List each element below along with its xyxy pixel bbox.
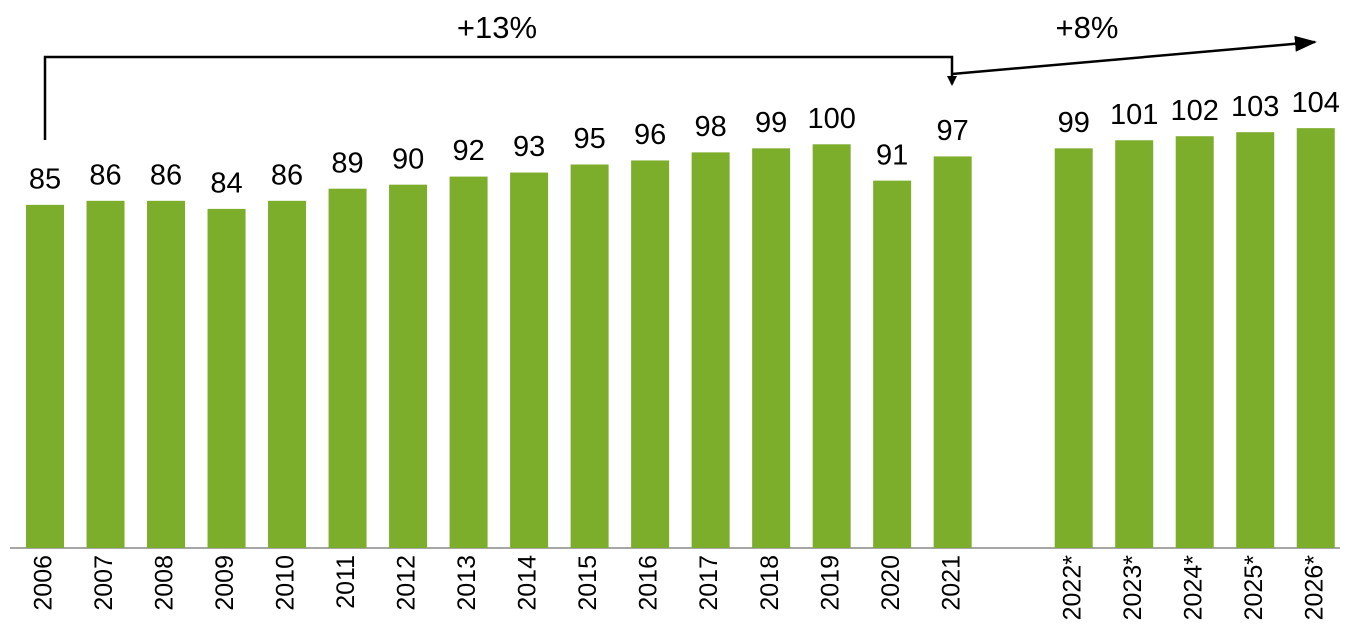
annotation: +8% (1056, 10, 1119, 45)
x-tick-label: 2026* (1300, 555, 1328, 621)
x-tick-label: 2014 (514, 555, 542, 611)
x-tick-label: 2017 (695, 555, 723, 611)
value-label: 90 (392, 143, 424, 175)
x-tick-label: 2009 (211, 555, 239, 611)
x-tick-label: 2019 (816, 555, 844, 611)
bar (1236, 132, 1275, 548)
value-label: 98 (694, 111, 726, 143)
bar (691, 152, 730, 549)
growth-arrow (951, 35, 1317, 76)
bar (449, 176, 488, 548)
value-label: 99 (755, 107, 787, 139)
value-label: 93 (513, 131, 545, 163)
value-label: 92 (452, 135, 484, 167)
value-label: 86 (271, 159, 303, 191)
value-label: 85 (29, 164, 61, 196)
x-tick-label: 2024* (1179, 555, 1207, 621)
value-label: 104 (1292, 87, 1340, 119)
bar (570, 164, 609, 548)
value-label: 102 (1171, 95, 1219, 127)
bar (328, 188, 367, 548)
value-label: 100 (807, 103, 855, 135)
value-label: 95 (573, 123, 605, 155)
bar (1115, 140, 1154, 548)
value-label: 89 (331, 147, 363, 179)
bar (389, 184, 428, 548)
bar (26, 204, 65, 548)
bar (1296, 128, 1335, 549)
x-tick-label: 2016 (635, 555, 663, 611)
bar (1054, 148, 1093, 549)
x-tick-label: 2025* (1240, 555, 1268, 621)
bar (86, 200, 125, 548)
x-tick-label: 2011 (332, 555, 360, 609)
x-tick-label: 2018 (756, 555, 784, 611)
value-label: 101 (1110, 99, 1158, 131)
value-label: 97 (937, 115, 969, 147)
x-tick-label: 2013 (453, 555, 481, 611)
x-tick-label: 2006 (30, 555, 58, 611)
annotation: +13% (457, 10, 537, 45)
value-label: 86 (150, 159, 182, 191)
bar (752, 148, 791, 549)
value-label: 84 (210, 168, 242, 200)
value-label: 96 (634, 119, 666, 151)
x-tick-label: 2023* (1119, 555, 1147, 621)
x-tick-label: 2015 (574, 555, 602, 611)
bar (510, 172, 549, 549)
bar (147, 200, 186, 548)
x-tick-label: 2007 (90, 555, 118, 611)
growth-bracket (43, 55, 957, 140)
bar (631, 160, 670, 548)
bar (1175, 136, 1214, 548)
bar (933, 156, 972, 548)
x-tick-label: 2022* (1058, 555, 1086, 621)
x-tick-label: 2020 (877, 555, 905, 611)
x-tick-label: 2010 (272, 555, 300, 611)
value-label: 86 (89, 159, 121, 191)
value-label: 99 (1058, 107, 1090, 139)
x-tick-label: 2008 (151, 555, 179, 611)
x-tick-label: 2012 (393, 555, 421, 611)
value-label: 91 (876, 139, 908, 171)
bar (873, 180, 912, 548)
bar (812, 144, 851, 548)
bar (207, 208, 246, 548)
bar (268, 200, 307, 548)
value-label: 103 (1231, 91, 1279, 123)
x-tick-label: 2021 (937, 555, 965, 611)
